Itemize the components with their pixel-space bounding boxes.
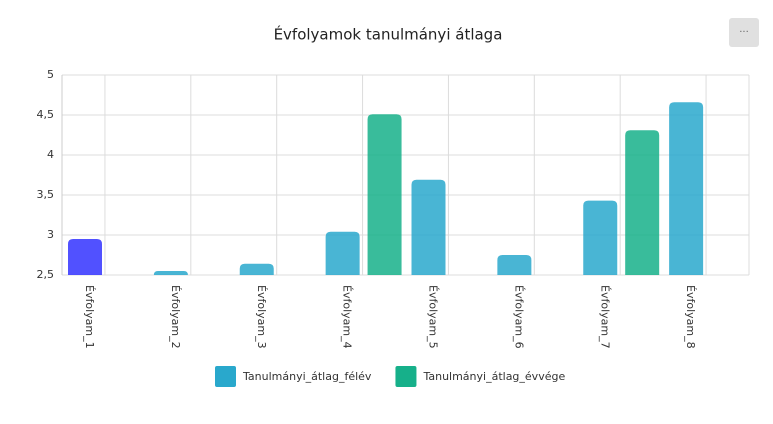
bar [497, 255, 532, 275]
menu-button[interactable] [729, 18, 759, 47]
bar [325, 231, 360, 275]
bar [411, 179, 446, 275]
chart-title: Évfolyamok tanulmányi átlaga [274, 25, 503, 44]
x-tick-label: Évfolyam_3 [255, 285, 268, 349]
bar [68, 239, 102, 275]
y-tick-label: 3,5 [37, 188, 55, 201]
bar [583, 200, 618, 275]
y-tick-label: 5 [47, 68, 54, 81]
bar [625, 130, 660, 275]
bar [669, 102, 704, 275]
y-tick-label: 4,5 [37, 108, 55, 121]
y-tick-label: 2,5 [37, 268, 55, 281]
legend-label: Tanulmányi_átlag_félév [242, 370, 372, 383]
x-tick-label: Évfolyam_5 [427, 285, 440, 349]
x-tick-label: Évfolyam_1 [83, 285, 96, 349]
bar [239, 263, 274, 275]
x-tick-label: Évfolyam_7 [598, 285, 611, 349]
bar [367, 114, 402, 275]
bar [153, 271, 188, 275]
x-tick-label: Évfolyam_4 [341, 285, 354, 349]
legend-swatch [395, 366, 417, 387]
x-tick-label: Évfolyam_2 [169, 285, 182, 349]
legend-swatch [215, 366, 236, 387]
x-tick-label: Évfolyam_6 [512, 285, 525, 349]
y-tick-label: 4 [47, 148, 54, 161]
y-tick-label: 3 [47, 228, 54, 241]
legend-label: Tanulmányi_átlag_évvége [422, 370, 565, 383]
menu-button-label[interactable]: ··· [739, 27, 749, 38]
x-tick-label: Évfolyam_8 [684, 285, 697, 349]
